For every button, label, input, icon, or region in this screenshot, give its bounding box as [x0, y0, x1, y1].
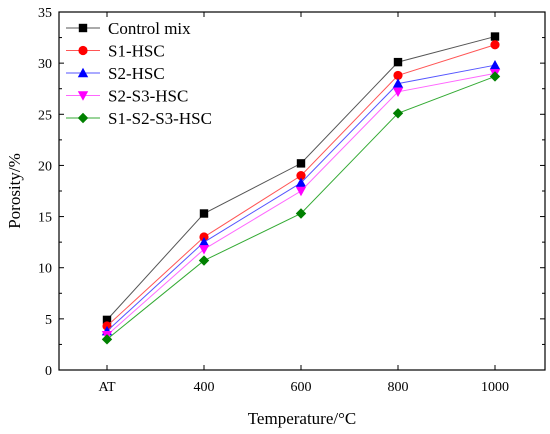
y-tick-label: 25: [38, 108, 52, 123]
data-point: [295, 186, 307, 197]
legend-marker: [77, 112, 89, 124]
legend-item: S2-S3-HSC: [66, 87, 188, 106]
y-tick-label: 20: [38, 159, 52, 174]
data-point: [392, 87, 404, 97]
data-point: [198, 236, 210, 247]
legend-item: S2-HSC: [66, 64, 165, 83]
y-axis-title: Porosity/%: [5, 153, 24, 229]
data-point: [490, 32, 500, 41]
data-point: [392, 78, 404, 88]
legend: Control mix S1-HSC S2-HSC S2-S3-HSC S1-S2-S3…: [66, 19, 212, 128]
x-tick-label: AT: [98, 380, 116, 395]
x-tick-label: 400: [194, 380, 215, 395]
data-point: [296, 171, 306, 181]
data-point: [489, 71, 501, 82]
data-point: [393, 70, 403, 81]
y-tick-label: 30: [38, 57, 52, 72]
data-point: [296, 159, 306, 168]
legend-marker: [77, 91, 89, 101]
legend-marker: [77, 67, 89, 78]
y-tick-label: 35: [38, 6, 52, 21]
data-point: [392, 108, 404, 119]
data-point: [101, 334, 113, 345]
y-tick-label: 0: [45, 364, 52, 379]
legend-marker: [78, 23, 88, 33]
data-point: [102, 315, 112, 325]
series-0: [102, 32, 500, 325]
x-tick-label: 600: [291, 380, 312, 395]
x-tick-label: 800: [388, 380, 409, 395]
y-tick-label: 15: [38, 211, 52, 226]
legend-label: S1-S2-S3-HSC: [108, 109, 212, 128]
series-4: [101, 71, 501, 345]
y-tick-label: 10: [38, 262, 52, 277]
x-tick-label: 1000: [481, 380, 509, 395]
legend-item: Control mix: [66, 19, 191, 38]
series-2: [101, 59, 501, 336]
data-point: [295, 177, 307, 188]
legend-label: S2-HSC: [108, 64, 165, 83]
data-point: [198, 255, 210, 266]
plot-area: 0 5 10 15 20 25 30 35 AT 400 600 800 1000 Control mix…: [38, 6, 546, 395]
data-point: [490, 40, 500, 50]
data-point: [198, 245, 210, 255]
data-point: [295, 208, 307, 219]
legend-label: S1-HSC: [108, 42, 165, 61]
data-point: [393, 57, 403, 67]
data-point: [199, 209, 209, 218]
x-axis-title: Temperature/°C: [248, 409, 357, 428]
legend-label: S2-S3-HSC: [108, 87, 188, 106]
y-tick-label: 5: [45, 313, 52, 328]
legend-item: S1-S2-S3-HSC: [66, 109, 212, 128]
legend-item: S1-HSC: [66, 42, 165, 61]
legend-marker: [78, 45, 88, 56]
data-point: [489, 59, 501, 70]
legend-label: Control mix: [108, 19, 191, 38]
